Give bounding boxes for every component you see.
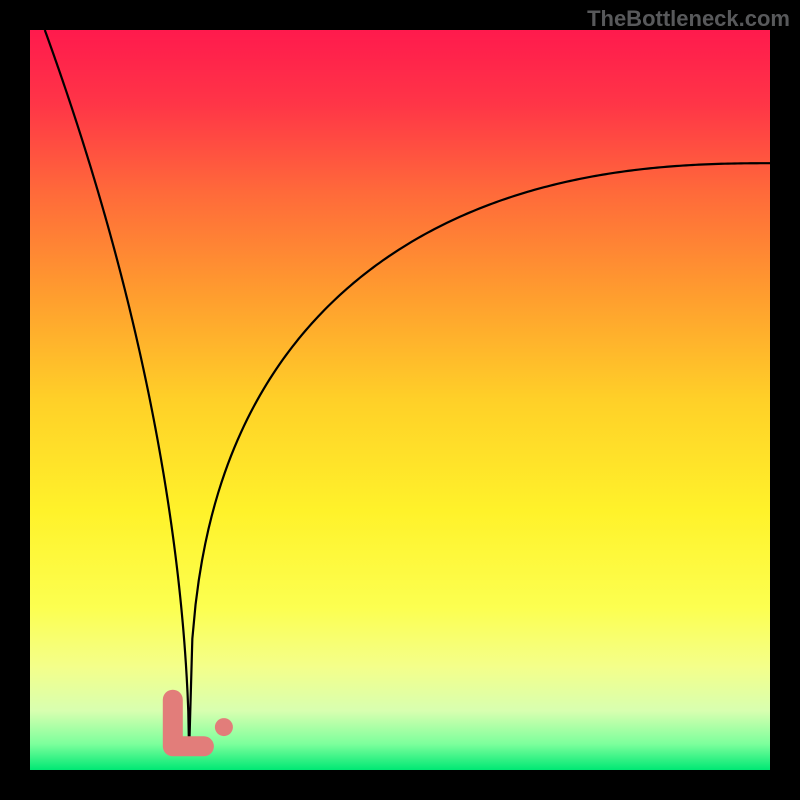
watermark-text: TheBottleneck.com [587,6,790,32]
curve-layer [30,30,770,770]
chart-root: TheBottleneck.com [0,0,800,800]
bottleneck-curve [45,30,770,753]
plot-area [30,30,770,770]
valley-marker-dot [215,718,233,736]
